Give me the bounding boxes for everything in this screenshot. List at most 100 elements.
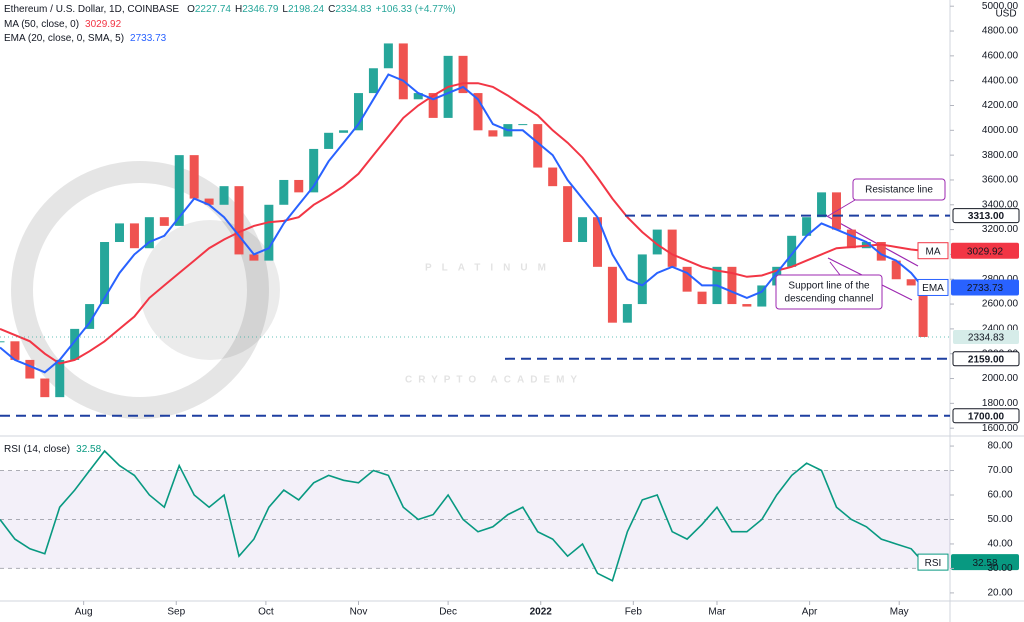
candle: [40, 378, 50, 398]
candle: [906, 279, 916, 286]
ohlc-value: 2227.74: [195, 4, 232, 15]
candle: [742, 304, 752, 307]
ohlc-name: O: [187, 4, 195, 15]
candle: [10, 341, 20, 360]
candle: [85, 304, 95, 329]
indicator-line: [0, 82, 924, 365]
indicator-name: MA (50, close, 0): [4, 19, 79, 30]
rsi-line: [0, 449, 924, 582]
indicator-name: EMA (20, close, 0, SMA, 5): [4, 33, 124, 44]
ohlc-value: 2334.83: [335, 4, 372, 15]
ohlc-name: L: [282, 4, 288, 15]
candle: [339, 130, 349, 133]
ohlc-name: H: [235, 4, 242, 15]
candle: [100, 242, 110, 305]
x-tick-label: Apr: [802, 607, 818, 618]
candle: [324, 132, 334, 149]
candle: [876, 242, 886, 261]
rsi-value: 32.58: [76, 444, 101, 455]
candle: [488, 130, 498, 137]
level-badge-label: 3313.00: [968, 211, 1005, 222]
candle: [398, 43, 408, 100]
candle: [757, 285, 767, 307]
candle: [204, 198, 214, 205]
indicator-badge: [951, 554, 1019, 571]
rsi-y-tick-label: 80.00: [987, 441, 1012, 452]
candle: [144, 217, 154, 249]
candle: [353, 93, 363, 131]
indicator-badge-name-bg: [917, 553, 949, 571]
candle: [473, 93, 483, 131]
x-tick-label: Aug: [75, 607, 93, 618]
indicator-badge: [951, 279, 1019, 296]
level-badge-label: 1700.00: [968, 411, 1005, 422]
rsi-legend: RSI (14, close) 32.58: [4, 444, 102, 455]
rsi-y-tick-label: 40.00: [987, 539, 1012, 550]
watermark-text: PLATINUM: [425, 263, 556, 274]
watermark: [11, 161, 280, 419]
candle: [682, 266, 692, 292]
candle: [114, 223, 124, 243]
candle: [817, 192, 827, 218]
rsi-y-tick-label: 50.00: [987, 514, 1012, 525]
y-tick-label: 2400.00: [982, 324, 1019, 335]
y-tick-label: 5000.00: [982, 1, 1019, 12]
watermark-logo: [11, 161, 269, 419]
annotation-text: Resistance line: [865, 185, 933, 196]
candle: [727, 266, 737, 305]
y-tick-label: 3800.00: [982, 150, 1019, 161]
change: +106.33 (+4.77%): [376, 4, 456, 15]
annotation-text: descending channel: [785, 294, 874, 305]
y-tick-label: 1800.00: [982, 398, 1019, 409]
candle: [279, 179, 289, 205]
y-tick-label: 4200.00: [982, 100, 1019, 111]
ohlc-value: 2346.79: [242, 4, 279, 15]
annotation-text: Support line of the: [788, 281, 870, 292]
indicator-badge-name-bg: [917, 278, 949, 296]
candle: [0, 341, 5, 343]
candle: [622, 304, 632, 323]
x-tick-label: 2022: [530, 607, 553, 618]
x-tick-label: Dec: [439, 607, 457, 618]
candle: [652, 229, 662, 255]
x-tick-label: Sep: [167, 607, 185, 618]
level-badge-label: 2159.00: [968, 354, 1005, 365]
indicator-legend: EMA (20, close, 0, SMA, 5) 2733.73: [4, 33, 167, 44]
candle: [413, 93, 423, 100]
y-tick-label: 2000.00: [982, 373, 1019, 384]
rsi-y-tick-label: 30.00: [987, 563, 1012, 574]
candle: [129, 223, 139, 249]
last-price-badge: [953, 329, 1019, 344]
x-tick-label: Feb: [625, 607, 643, 618]
y-tick-label: 4400.00: [982, 75, 1019, 86]
y-tick-label: 4000.00: [982, 125, 1019, 136]
candle: [174, 155, 184, 226]
y-tick-label: 1600.00: [982, 423, 1019, 434]
candle: [592, 217, 602, 267]
candle: [802, 217, 812, 236]
indicator-badge: [951, 242, 1019, 259]
candle: [70, 328, 80, 360]
candle: [891, 260, 901, 280]
candle: [846, 229, 856, 249]
candle: [234, 186, 244, 255]
y-tick-label: 3400.00: [982, 199, 1019, 210]
candle: [607, 266, 617, 323]
candle: [55, 359, 65, 398]
indicator-line: [0, 73, 924, 374]
watermark-logo: [140, 220, 280, 360]
indicator-badge-value: 3029.92: [967, 246, 1004, 257]
candle: [428, 93, 438, 118]
candle: [159, 217, 169, 226]
annotation-box: [852, 178, 946, 201]
x-tick-label: May: [890, 607, 909, 618]
candle: [383, 43, 393, 69]
ohlc-value: 2198.24: [288, 4, 325, 15]
indicator-badge-name: MA: [926, 246, 941, 257]
indicator-legend: MA (50, close, 0) 3029.92: [4, 19, 122, 30]
unit-label: USD: [995, 9, 1016, 20]
ohlc-name: C: [328, 4, 335, 15]
rsi-y-tick-label: 70.00: [987, 465, 1012, 476]
candle: [548, 167, 558, 187]
candle: [249, 254, 259, 261]
